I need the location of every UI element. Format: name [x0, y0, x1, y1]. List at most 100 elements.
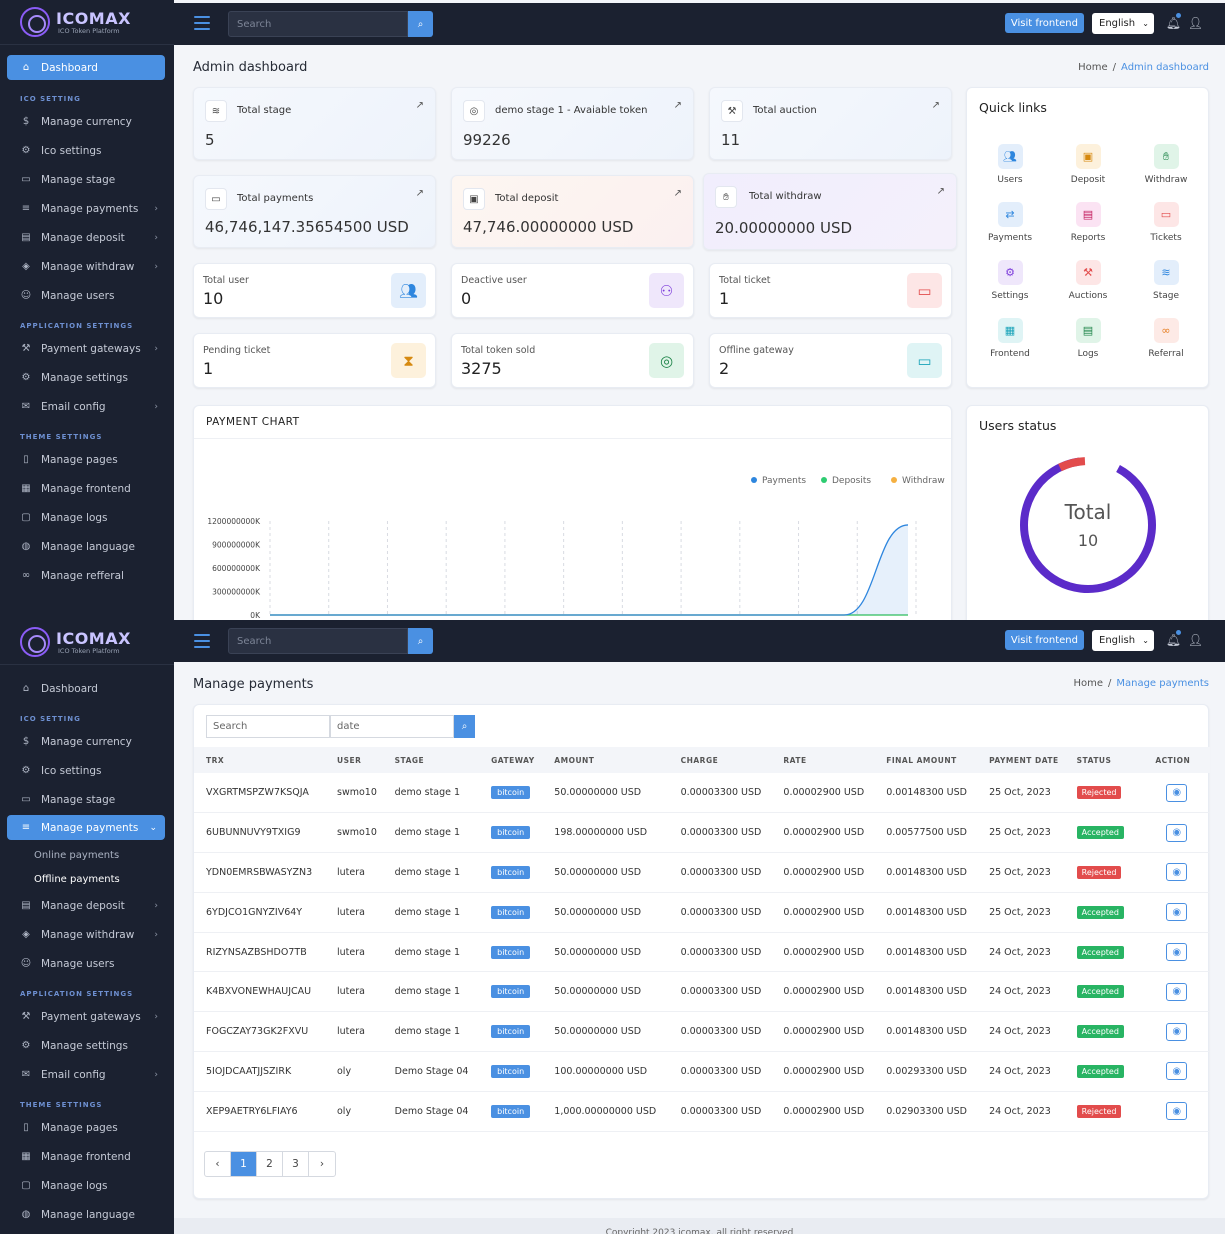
search-input[interactable] [228, 628, 408, 654]
logo[interactable]: ICOMAX ICO Token Platform [0, 0, 174, 45]
sidebar-item-manage-settings[interactable]: ⚙ Manage settings [0, 363, 174, 392]
logo[interactable]: ICOMAX ICO Token Platform [0, 620, 174, 665]
quick-link-frontend[interactable]: ▦ Frontend [971, 318, 1049, 359]
globe-icon: ◍ [21, 1209, 31, 1220]
menu-toggle-icon[interactable] [194, 16, 210, 30]
sidebar-item-ico-settings[interactable]: ⚙ Ico settings [0, 756, 174, 785]
sidebar-item-ico-settings[interactable]: ⚙ Ico settings [0, 136, 174, 165]
sidebar-item-manage-frontend[interactable]: ▦ Manage frontend [0, 1142, 174, 1171]
sidebar-item-manage-refferal[interactable]: ∞ Manage refferal [0, 561, 174, 590]
page-next-button[interactable]: › [319, 1158, 325, 1170]
quick-link-deposit[interactable]: ▣ Deposit [1049, 144, 1127, 185]
sidebar-item-manage-deposit[interactable]: ▤ Manage deposit › [0, 223, 174, 252]
date-input[interactable] [330, 715, 454, 738]
sidebar-item-manage-payments[interactable]: ≡ Manage payments ⌄ [7, 815, 165, 840]
view-eye-icon[interactable]: ◉ [1166, 903, 1188, 922]
sidebar-item-email-config[interactable]: ✉ Email config › [0, 1060, 174, 1089]
quick-link-payments[interactable]: ⇄ Payments [971, 202, 1049, 243]
page-button[interactable]: 1 [231, 1152, 257, 1176]
stat-card-total-stage[interactable]: ≋ Total stage ↗ 5 [193, 87, 436, 160]
view-eye-icon[interactable]: ◉ [1166, 783, 1188, 802]
filter-search-button[interactable]: ⌕ [454, 715, 475, 738]
quick-link-logs[interactable]: ▤ Logs [1049, 318, 1127, 359]
sidebar-item-email-config[interactable]: ✉ Email config › [0, 392, 174, 421]
breadcrumb-home[interactable]: Home [1078, 62, 1108, 73]
sidebar-item-manage-pages[interactable]: ▯ Manage pages [0, 445, 174, 474]
sidebar-item-manage-stage[interactable]: ▭ Manage stage [0, 785, 174, 814]
stat-card-available-token[interactable]: ◎ demo stage 1 - Avaiable token ↗ 99226 [451, 87, 694, 160]
sidebar-item-manage-withdraw[interactable]: ◈ Manage withdraw › [0, 920, 174, 949]
stat-card-total-withdraw[interactable]: ✋︎ Total withdraw ↗ 20.00000000 USD [703, 173, 957, 250]
sidebar-item-manage-logs[interactable]: ▢ Manage logs [0, 503, 174, 532]
sidebar-item-payment-gateways[interactable]: ⚒ Payment gateways › [0, 1002, 174, 1031]
sidebar-item-manage-language[interactable]: ◍ Manage language [0, 532, 174, 561]
search-button[interactable]: ⌕ [408, 628, 433, 654]
sidebar-item-manage-frontend[interactable]: ▦ Manage frontend [0, 474, 174, 503]
user-icon[interactable]: 👤︎ [1187, 16, 1203, 30]
visit-frontend-button[interactable]: Visit frontend [1004, 630, 1084, 650]
view-eye-icon[interactable]: ◉ [1166, 982, 1188, 1001]
stat-card-total-deposit[interactable]: ▣ Total deposit ↗ 47,746.00000000 USD [451, 175, 694, 248]
quick-link-referral[interactable]: ∞ Referral [1127, 318, 1205, 359]
page-button[interactable]: 3 [283, 1152, 309, 1176]
table-cell: bitcoin [479, 971, 543, 1013]
sidebar-item-manage-withdraw[interactable]: ◈ Manage withdraw › [0, 252, 174, 281]
sidebar-item-manage-language[interactable]: ◍ Manage language [0, 1200, 174, 1229]
sidebar-item-manage-deposit[interactable]: ▤ Manage deposit › [0, 891, 174, 920]
visit-frontend-button[interactable]: Visit frontend [1004, 13, 1084, 33]
search-input[interactable] [228, 11, 408, 37]
bell-icon[interactable]: 🔔︎ [1165, 633, 1181, 647]
breadcrumb-home[interactable]: Home [1073, 678, 1103, 689]
arrow-up-right-icon[interactable]: ↗ [936, 186, 945, 197]
sidebar-item-manage-payments[interactable]: ≡ Manage payments › [0, 194, 174, 223]
quick-link-label: Withdraw [1144, 175, 1188, 185]
donut-active-segment [1020, 457, 1156, 593]
sidebar-item-manage-users[interactable]: ☺ Manage users [0, 281, 174, 310]
arrow-up-right-icon[interactable]: ↗ [931, 100, 940, 111]
legend-label: Withdraw [902, 476, 945, 486]
sidebar-item-dashboard[interactable]: ⌂ Dashboard [7, 55, 165, 80]
view-eye-icon[interactable]: ◉ [1166, 1062, 1188, 1081]
submenu-online-payments[interactable]: Online payments [34, 849, 120, 861]
arrow-up-right-icon[interactable]: ↗ [415, 188, 424, 199]
page-button[interactable]: 2 [257, 1152, 283, 1176]
y-tick-label: 900000000K [212, 541, 261, 550]
table-search-input[interactable] [206, 715, 330, 738]
sidebar-item-dashboard[interactable]: ⌂ Dashboard [0, 674, 174, 703]
stat-card-total-auction[interactable]: ⚒ Total auction ↗ 11 [709, 87, 952, 160]
view-eye-icon[interactable]: ◉ [1166, 943, 1188, 962]
arrow-up-right-icon[interactable]: ↗ [415, 100, 424, 111]
arrow-up-right-icon[interactable]: ↗ [673, 100, 682, 111]
quick-link-reports[interactable]: ▤ Reports [1049, 202, 1127, 243]
view-eye-icon[interactable]: ◉ [1166, 863, 1188, 882]
submenu-offline-payments[interactable]: Offline payments [34, 873, 120, 885]
quick-link-settings[interactable]: ⚙ Settings [971, 260, 1049, 301]
quick-link-tickets[interactable]: ▭ Tickets [1127, 202, 1205, 243]
bell-icon[interactable]: 🔔︎ [1165, 16, 1181, 30]
sidebar-item-manage-settings[interactable]: ⚙ Manage settings [0, 1031, 174, 1060]
sidebar-item-manage-pages[interactable]: ▯ Manage pages [0, 1113, 174, 1142]
view-eye-icon[interactable]: ◉ [1166, 823, 1188, 842]
quick-link-stage[interactable]: ≋ Stage [1127, 260, 1205, 301]
view-eye-icon[interactable]: ◉ [1166, 1102, 1188, 1121]
quick-link-users[interactable]: 👥︎ Users [971, 144, 1049, 185]
sidebar-item-manage-currency[interactable]: $ Manage currency [0, 107, 174, 136]
column-header: TRX [194, 747, 325, 773]
language-select[interactable]: English ⌄ [1092, 630, 1154, 651]
quick-link-withdraw[interactable]: ✋︎ Withdraw [1127, 144, 1205, 185]
sidebar-item-manage-users[interactable]: ☺ Manage users [0, 949, 174, 978]
view-eye-icon[interactable]: ◉ [1166, 1022, 1188, 1041]
stat-card-total-payments[interactable]: ▭ Total payments ↗ 46,746,147.35654500 U… [193, 175, 436, 248]
page-prev-button[interactable]: ‹ [205, 1152, 231, 1176]
quick-link-auctions[interactable]: ⚒ Auctions [1049, 260, 1127, 301]
user-icon[interactable]: 👤︎ [1187, 633, 1203, 647]
search-button[interactable]: ⌕ [408, 11, 433, 37]
sidebar-item-manage-logs[interactable]: ▢ Manage logs [0, 1171, 174, 1200]
sidebar-item-manage-currency[interactable]: $ Manage currency [0, 727, 174, 756]
menu-toggle-icon[interactable] [194, 634, 210, 648]
payments-table-card: ⌕ TRXUSERSTAGEGATEWAYAMOUNTCHARGERATEFIN… [193, 704, 1210, 1199]
sidebar-item-payment-gateways[interactable]: ⚒ Payment gateways › [0, 334, 174, 363]
sidebar-item-manage-stage[interactable]: ▭ Manage stage [0, 165, 174, 194]
arrow-up-right-icon[interactable]: ↗ [673, 188, 682, 199]
language-select[interactable]: English ⌄ [1092, 13, 1154, 34]
